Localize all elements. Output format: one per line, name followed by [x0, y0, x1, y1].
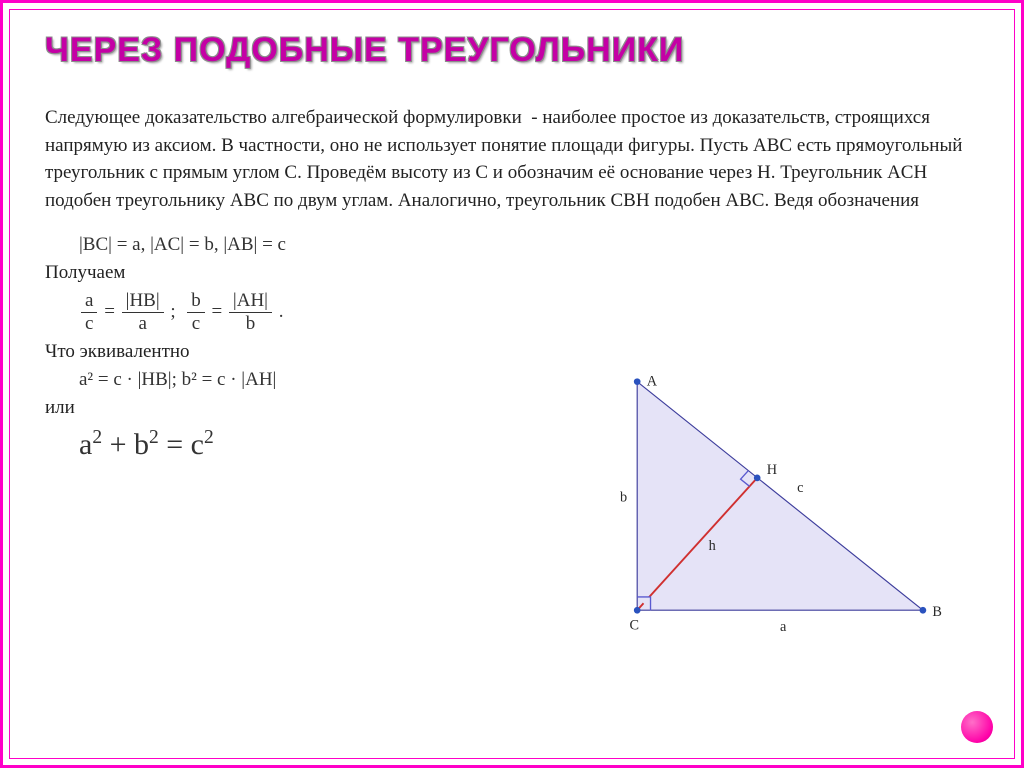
triangle-figure: A B C H a b c h — [561, 365, 961, 665]
accent-dot-icon — [961, 711, 993, 743]
label-get: Получаем — [45, 262, 979, 284]
label-equivalent: Что эквивалентно — [45, 341, 979, 363]
equation-notation: |BC| = a, |AC| = b, |AB| = c — [79, 234, 979, 256]
slide-content: ЧЕРЕЗ ПОДОБНЫЕ ТРЕУГОЛЬНИКИ Следующее до… — [3, 3, 1021, 765]
equation-fractions: ac = |HB|a ; bc = |AH|b . — [79, 290, 979, 335]
svg-text:H: H — [767, 462, 777, 478]
intro-paragraph: Следующее доказательство алгебраической … — [45, 104, 979, 214]
svg-text:c: c — [797, 480, 803, 496]
svg-text:C: C — [630, 617, 640, 633]
svg-text:a: a — [780, 619, 787, 635]
page-title: ЧЕРЕЗ ПОДОБНЫЕ ТРЕУГОЛЬНИКИ — [45, 31, 979, 70]
svg-text:A: A — [647, 373, 658, 389]
svg-text:h: h — [709, 538, 716, 554]
svg-text:B: B — [932, 604, 942, 620]
svg-text:b: b — [620, 490, 627, 506]
